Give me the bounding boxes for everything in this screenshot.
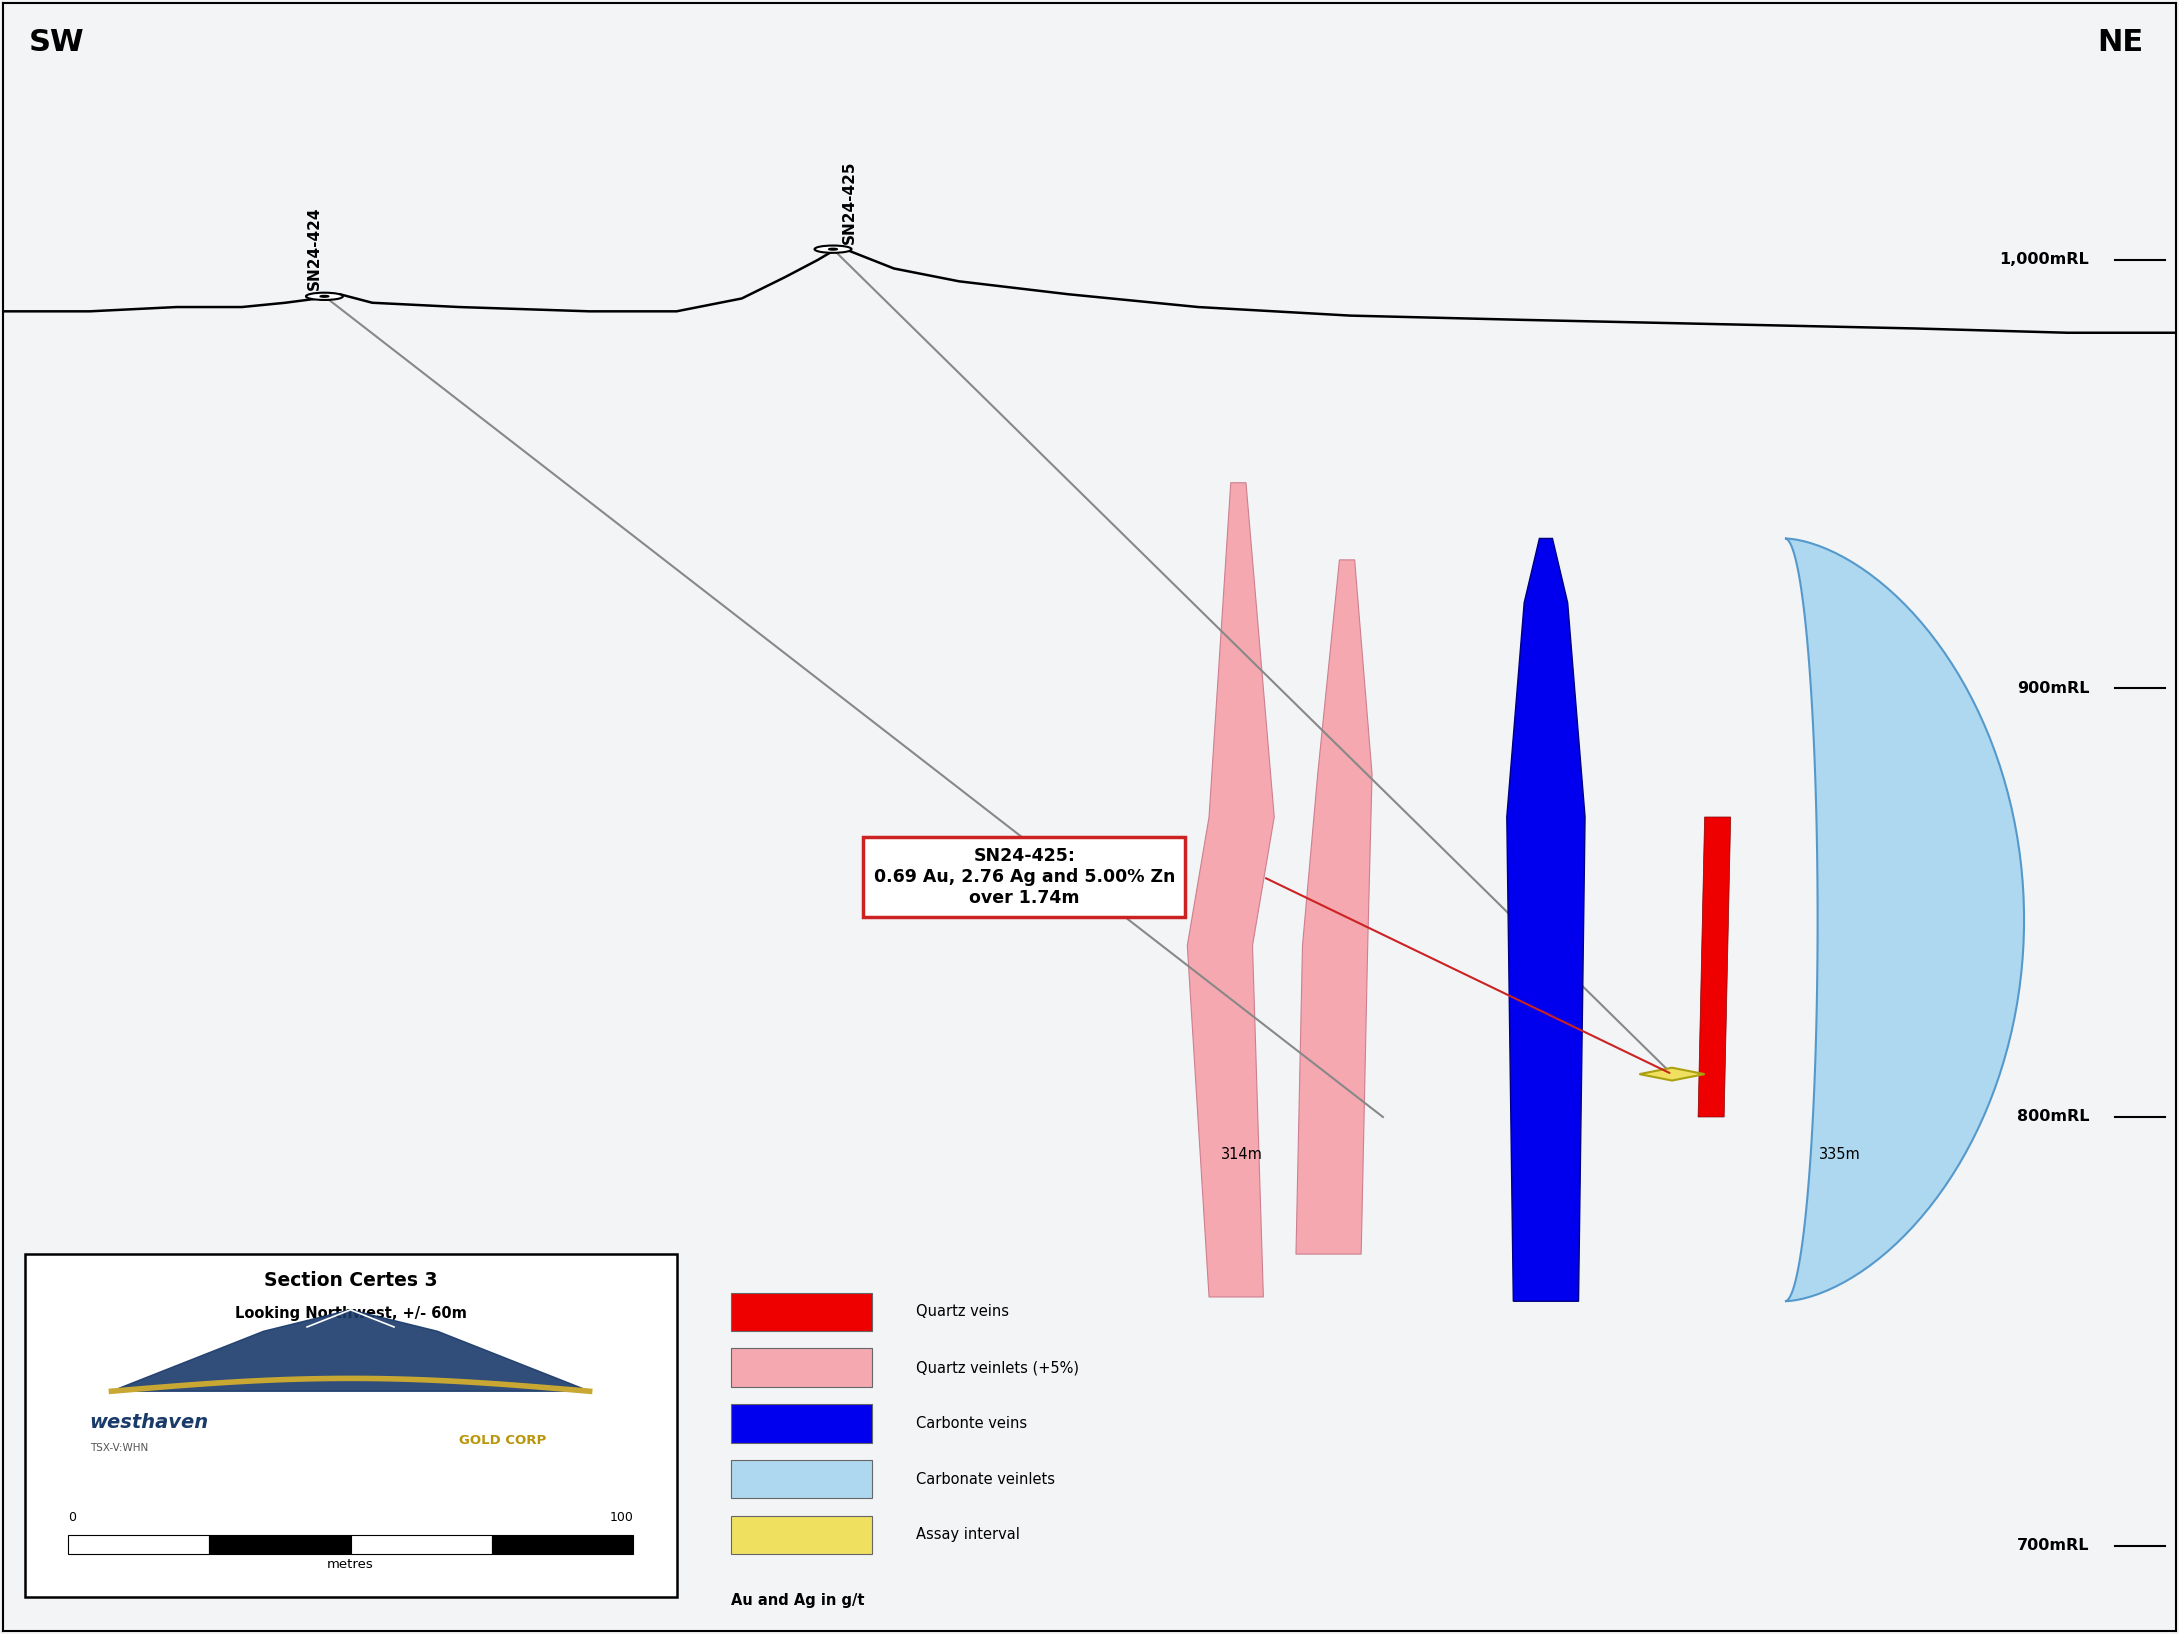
Text: SN24-424: SN24-424 (307, 206, 322, 289)
Bar (68, 1534, 209, 1554)
Text: 314m: 314m (1220, 1147, 1262, 1162)
Text: TSX-V:WHN: TSX-V:WHN (89, 1443, 148, 1453)
Text: 100: 100 (610, 1511, 634, 1525)
Text: Carbonate veinlets: Carbonate veinlets (915, 1472, 1055, 1487)
Bar (730, 1459, 872, 1498)
Bar (209, 1534, 351, 1554)
Polygon shape (1508, 539, 1584, 1301)
Circle shape (815, 245, 852, 253)
Text: 800mRL: 800mRL (2018, 1109, 2090, 1124)
Text: westhaven: westhaven (89, 1413, 209, 1431)
Text: Carbonte veins: Carbonte veins (915, 1417, 1026, 1431)
Polygon shape (1639, 1067, 1704, 1080)
Text: GOLD CORP: GOLD CORP (460, 1435, 547, 1448)
Circle shape (828, 248, 837, 250)
Text: Section Certes 3: Section Certes 3 (264, 1271, 438, 1291)
Bar (351, 1534, 492, 1554)
Text: 335m: 335m (1819, 1147, 1861, 1162)
Bar (730, 1348, 872, 1387)
Text: Assay interval: Assay interval (915, 1528, 1020, 1542)
Bar (24, 1255, 675, 1596)
Text: SW: SW (28, 28, 85, 57)
Polygon shape (1785, 539, 2024, 1301)
Text: 900mRL: 900mRL (2018, 681, 2090, 696)
Polygon shape (1697, 817, 1730, 1118)
Text: SN24-425:
0.69 Au, 2.76 Ag and 5.00% Zn
over 1.74m: SN24-425: 0.69 Au, 2.76 Ag and 5.00% Zn … (874, 846, 1174, 907)
Text: 1,000mRL: 1,000mRL (2000, 252, 2090, 268)
Bar (730, 1404, 872, 1443)
Text: Au and Ag in g/t: Au and Ag in g/t (730, 1593, 865, 1608)
Bar (730, 1515, 872, 1554)
Text: Quartz veins: Quartz veins (915, 1304, 1009, 1320)
Text: Quartz veinlets (+5%): Quartz veinlets (+5%) (915, 1359, 1079, 1376)
Polygon shape (1297, 560, 1373, 1255)
Bar (492, 1534, 634, 1554)
Text: Looking Northwest, +/- 60m: Looking Northwest, +/- 60m (235, 1306, 466, 1320)
Text: 0: 0 (68, 1511, 76, 1525)
Text: metres: metres (327, 1559, 375, 1572)
Polygon shape (1188, 482, 1275, 1297)
Circle shape (305, 292, 342, 301)
Circle shape (320, 296, 329, 297)
Text: SN24-425: SN24-425 (841, 160, 856, 243)
Text: 700mRL: 700mRL (2018, 1538, 2090, 1552)
Polygon shape (111, 1310, 591, 1391)
Text: NE: NE (2098, 28, 2144, 57)
Bar (730, 1292, 872, 1332)
